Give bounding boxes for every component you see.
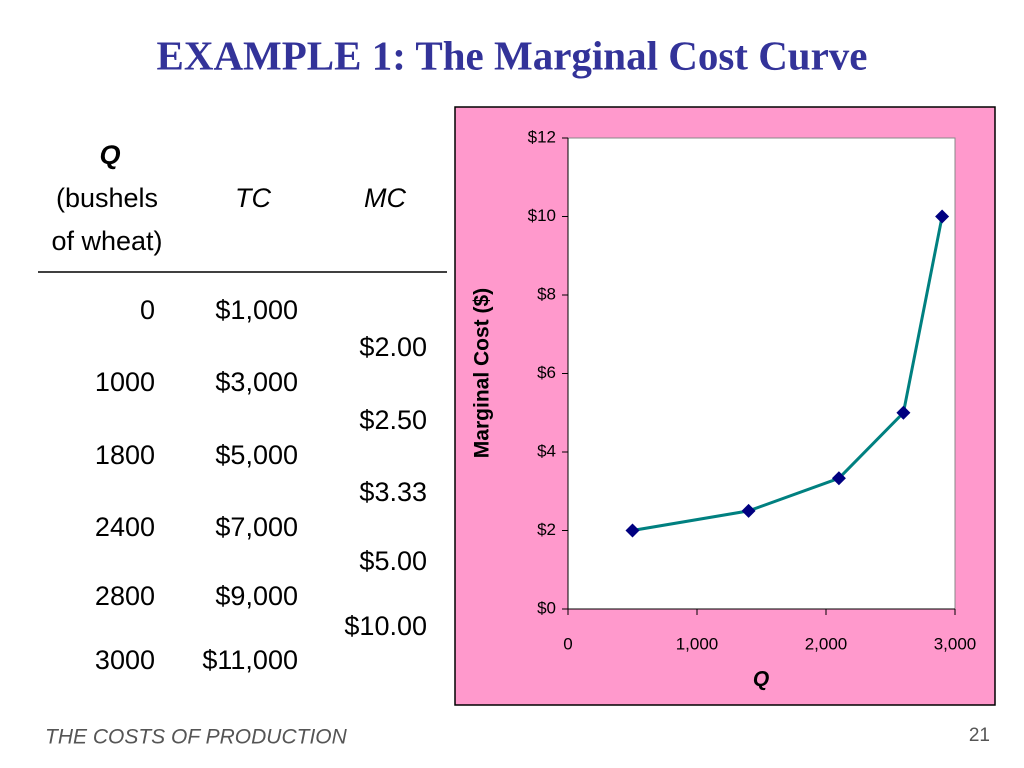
table-cell: $7,000: [215, 512, 298, 542]
page-number: 21: [969, 725, 990, 746]
table-cell: 0: [140, 295, 155, 325]
y-tick-label: $8: [537, 284, 556, 303]
table-cell: $1,000: [215, 295, 298, 325]
table-cell: 2400: [95, 512, 155, 542]
y-tick-label: $2: [537, 520, 556, 539]
footer-text: THE COSTS OF PRODUCTION: [45, 726, 348, 749]
table-cell: $5.00: [359, 546, 427, 576]
table-cell: $9,000: [215, 581, 298, 611]
data-point: [625, 523, 640, 538]
table-cell: $11,000: [202, 645, 298, 675]
table-header: (bushels: [56, 183, 158, 213]
table-cell: $2.50: [359, 405, 427, 435]
x-axis-label: Q: [753, 668, 769, 691]
table-header: TC: [235, 183, 271, 213]
table-cell: $10.00: [344, 611, 427, 641]
y-tick-label: $6: [537, 363, 556, 382]
y-tick-label: $10: [528, 206, 556, 225]
table-header: of wheat): [51, 226, 162, 256]
x-tick-label: 1,000: [676, 634, 719, 653]
table-cell: $3,000: [215, 367, 298, 397]
table-cell: $3.33: [359, 477, 427, 507]
data-point: [831, 471, 846, 486]
y-tick-label: $0: [537, 598, 556, 617]
data-point: [896, 405, 911, 420]
table-header: Q: [99, 140, 120, 170]
table-header: MC: [364, 183, 406, 213]
x-tick-label: 3,000: [934, 634, 977, 653]
table-cell: 3000: [95, 645, 155, 675]
x-tick-label: 2,000: [805, 634, 848, 653]
slide-title: EXAMPLE 1: The Marginal Cost Curve: [156, 32, 867, 78]
table-cell: $2.00: [359, 332, 427, 362]
x-tick-label: 0: [563, 634, 572, 653]
data-point: [935, 209, 950, 224]
data-point: [741, 503, 756, 518]
plot-area: [567, 137, 956, 610]
table-cell: 2800: [95, 581, 155, 611]
y-tick-label: $4: [537, 441, 556, 460]
y-tick-label: $12: [528, 127, 556, 146]
table-cell: $5,000: [215, 440, 298, 470]
table-cell: 1800: [95, 440, 155, 470]
table-cell: 1000: [95, 367, 155, 397]
y-axis-label: Marginal Cost ($): [471, 288, 494, 458]
